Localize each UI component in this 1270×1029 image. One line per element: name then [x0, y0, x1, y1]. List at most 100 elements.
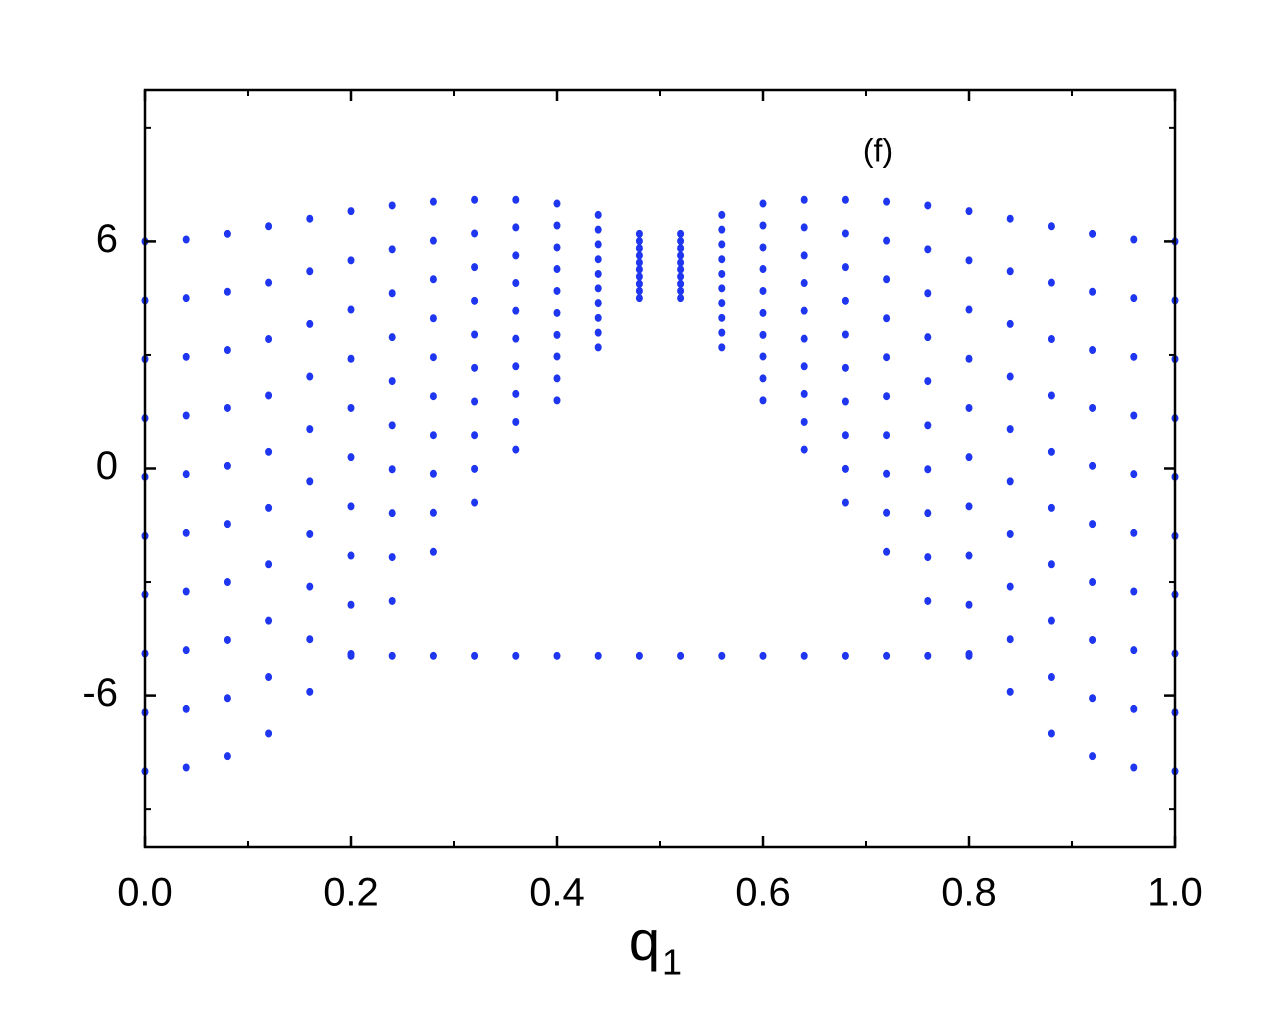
- data-point: [759, 352, 767, 361]
- data-point: [594, 255, 602, 264]
- data-point: [718, 210, 726, 219]
- data-point: [512, 279, 520, 288]
- data-point: [1089, 752, 1097, 761]
- data-point: [841, 498, 849, 507]
- data-point: [265, 673, 273, 682]
- data-point: [182, 411, 190, 420]
- data-point: [1089, 346, 1097, 355]
- data-point: [429, 314, 437, 323]
- data-point: [1006, 267, 1014, 276]
- data-point: [924, 201, 932, 210]
- data-point: [182, 704, 190, 713]
- data-point: [1130, 704, 1138, 713]
- data-point: [1006, 635, 1014, 644]
- data-point: [883, 236, 891, 245]
- data-point: [883, 392, 891, 401]
- data-point: [306, 529, 314, 538]
- data-point: [883, 353, 891, 362]
- data-point: [223, 520, 231, 529]
- data-point: [759, 308, 767, 317]
- data-point: [553, 308, 561, 317]
- data-point: [306, 582, 314, 591]
- x-tick-label: 0.8: [941, 871, 997, 915]
- data-point: [759, 265, 767, 274]
- data-point: [223, 635, 231, 644]
- data-point: [965, 305, 973, 314]
- data-point: [265, 729, 273, 738]
- data-point: [677, 265, 685, 274]
- data-point: [388, 509, 396, 518]
- data-point: [347, 305, 355, 314]
- data-point: [635, 244, 643, 253]
- x-tick-label: 0.4: [529, 871, 585, 915]
- data-point: [635, 286, 643, 295]
- data-point: [223, 403, 231, 412]
- data-point: [182, 352, 190, 361]
- data-point: [924, 651, 932, 660]
- data-point: [1130, 235, 1138, 244]
- data-point: [512, 251, 520, 260]
- data-point: [1089, 461, 1097, 470]
- data-point: [182, 470, 190, 479]
- y-tick-label: 0: [96, 444, 118, 488]
- data-point: [965, 502, 973, 511]
- data-point: [883, 314, 891, 323]
- data-point: [1130, 528, 1138, 537]
- data-point: [223, 752, 231, 761]
- data-point: [677, 229, 685, 238]
- data-point: [306, 267, 314, 276]
- data-point: [553, 651, 561, 660]
- data-point: [800, 417, 808, 426]
- data-point: [306, 635, 314, 644]
- data-point: [306, 687, 314, 696]
- data-point: [265, 391, 273, 400]
- data-point: [718, 255, 726, 264]
- data-point: [306, 477, 314, 486]
- data-point: [718, 343, 726, 352]
- data-point: [471, 195, 479, 204]
- data-point: [677, 286, 685, 295]
- data-point: [429, 469, 437, 478]
- data-point: [347, 256, 355, 265]
- data-point: [265, 560, 273, 569]
- data-point: [1130, 763, 1138, 772]
- data-point: [594, 343, 602, 352]
- data-point: [429, 197, 437, 206]
- data-point: [182, 763, 190, 772]
- data-point: [1130, 587, 1138, 596]
- data-point: [1130, 470, 1138, 479]
- data-point: [1089, 520, 1097, 529]
- data-point: [594, 284, 602, 293]
- x-tick-label: 0.0: [117, 871, 173, 915]
- data-point: [635, 279, 643, 288]
- data-point: [1047, 673, 1055, 682]
- data-point: [883, 275, 891, 284]
- data-point: [388, 245, 396, 254]
- data-point: [1006, 529, 1014, 538]
- data-point: [965, 207, 973, 216]
- data-point: [924, 289, 932, 298]
- data-point: [1006, 425, 1014, 434]
- data-point: [1047, 278, 1055, 287]
- data-point: [677, 237, 685, 246]
- data-point: [512, 651, 520, 660]
- data-point: [1047, 447, 1055, 456]
- data-point: [800, 279, 808, 288]
- data-point: [347, 551, 355, 560]
- data-point: [924, 553, 932, 562]
- data-point: [718, 284, 726, 293]
- data-point: [841, 296, 849, 305]
- data-point: [1047, 616, 1055, 625]
- data-point: [594, 225, 602, 234]
- data-point: [471, 498, 479, 507]
- data-point: [718, 269, 726, 278]
- data-point: [677, 258, 685, 267]
- data-point: [718, 225, 726, 234]
- data-point: [594, 328, 602, 337]
- data-point: [677, 279, 685, 288]
- data-point: [759, 330, 767, 339]
- data-point: [429, 651, 437, 660]
- data-point: [1047, 222, 1055, 231]
- data-point: [883, 508, 891, 517]
